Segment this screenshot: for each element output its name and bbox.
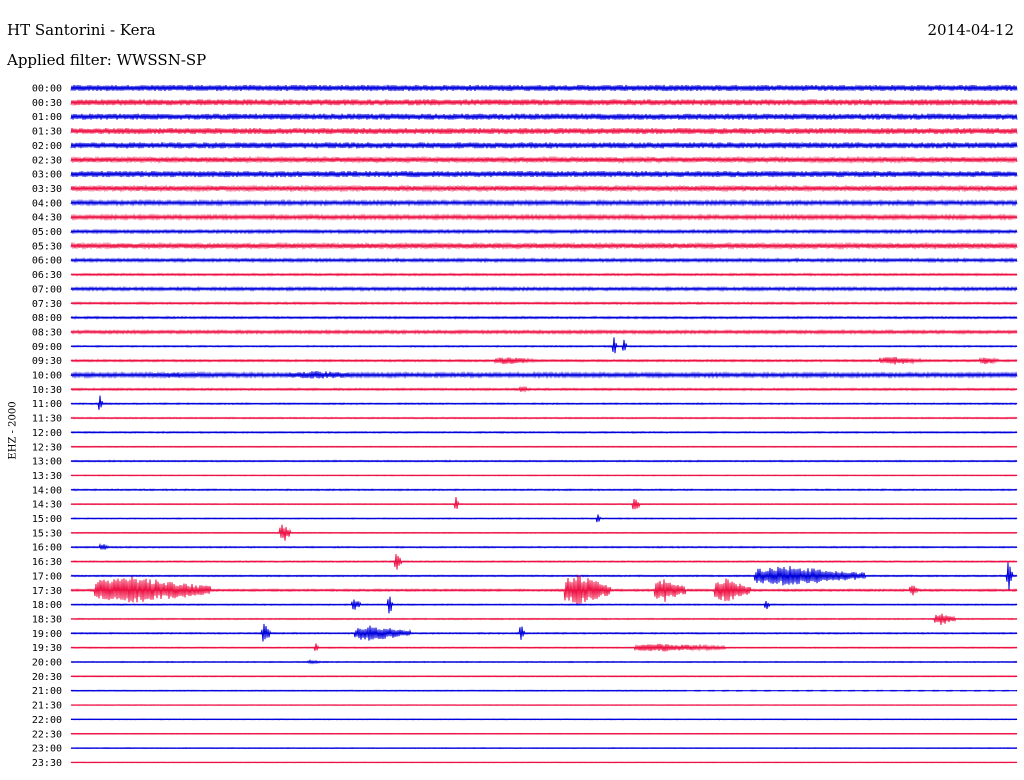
row-time-label: 08:00	[32, 313, 62, 324]
row-time-label: 02:00	[32, 141, 62, 152]
row-time-label: 03:00	[32, 170, 62, 181]
row-time-label: 21:30	[32, 701, 62, 712]
row-time-label: 19:00	[32, 629, 62, 640]
row-time-label: 09:30	[32, 356, 62, 367]
row-time-label: 18:00	[32, 600, 62, 611]
row-time-label: 01:00	[32, 112, 62, 123]
row-time-label: 20:30	[32, 672, 62, 683]
trace-row-0330	[70, 184, 1018, 193]
row-time-label: 14:00	[32, 485, 62, 496]
row-time-label: 23:00	[32, 744, 62, 755]
row-time-label: 01:30	[32, 127, 62, 138]
row-time-label: 22:00	[32, 715, 62, 726]
row-time-label: 07:30	[32, 299, 62, 310]
row-time-label: 15:00	[32, 514, 62, 525]
row-time-label: 10:00	[32, 371, 62, 382]
trace-row-1100	[70, 395, 1018, 410]
row-time-label: 03:30	[32, 184, 62, 195]
station-title: HT Santorini - Kera	[7, 21, 156, 39]
row-time-label: 21:00	[32, 686, 62, 697]
trace-row-0300	[70, 170, 1018, 178]
date-label: 2014-04-12	[927, 21, 1014, 39]
row-time-label: 06:00	[32, 256, 62, 267]
row-time-label: 00:30	[32, 98, 62, 109]
row-time-label: 09:00	[32, 342, 62, 353]
trace-row-0900	[70, 337, 1018, 354]
row-time-label: 11:30	[32, 414, 62, 425]
row-time-label: 06:30	[32, 270, 62, 281]
row-time-label: 14:30	[32, 500, 62, 511]
row-time-label: 18:30	[32, 614, 62, 625]
row-time-label: 12:30	[32, 442, 62, 453]
row-time-label: 19:30	[32, 643, 62, 654]
row-time-label: 05:00	[32, 227, 62, 238]
row-time-label: 00:00	[32, 84, 62, 95]
row-time-label: 10:30	[32, 385, 62, 396]
row-time-label: 23:30	[32, 758, 62, 769]
row-time-label: 16:30	[32, 557, 62, 568]
row-time-label: 15:30	[32, 528, 62, 539]
row-time-label: 05:30	[32, 241, 62, 252]
row-time-label: 20:00	[32, 658, 62, 669]
row-time-label: 13:30	[32, 471, 62, 482]
row-time-label: 16:00	[32, 543, 62, 554]
row-time-label: 04:30	[32, 213, 62, 224]
trace-row-0000	[70, 84, 1018, 92]
row-time-label: 07:00	[32, 284, 62, 295]
trace-row-0130	[70, 127, 1018, 135]
row-time-label: 11:00	[32, 399, 62, 410]
row-time-label: 22:30	[32, 729, 62, 740]
row-time-label: 13:00	[32, 457, 62, 468]
row-time-label: 17:30	[32, 586, 62, 597]
row-time-label: 12:00	[32, 428, 62, 439]
row-time-label: 17:00	[32, 571, 62, 582]
row-time-label: 08:30	[32, 327, 62, 338]
trace-row-1430	[70, 496, 1018, 510]
row-time-label: 04:00	[32, 198, 62, 209]
row-time-label: 02:30	[32, 155, 62, 166]
filter-label: Applied filter: WWSSN-SP	[7, 51, 207, 69]
